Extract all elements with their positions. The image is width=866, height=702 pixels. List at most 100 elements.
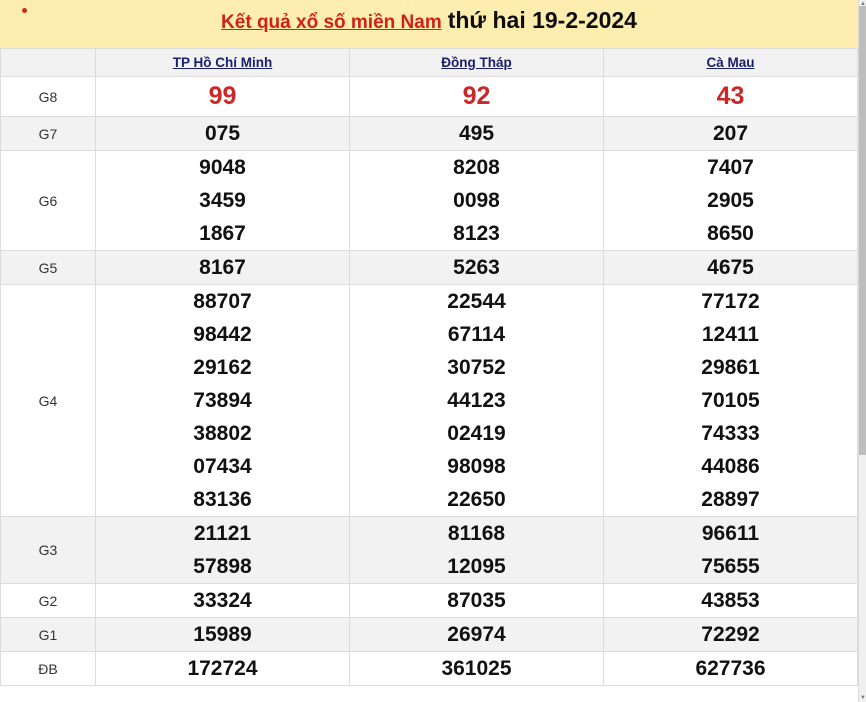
prize-number: 21121 [193, 522, 252, 545]
prize-label-cell: ĐB [0, 651, 96, 686]
lottery-results-table: TP Hồ Chí Minh Đồng Tháp Cà Mau G8 99 92 43… [0, 48, 858, 686]
prize-number: 8650 [707, 222, 754, 245]
prize-number: 9048 [199, 156, 246, 179]
prize-number: 92 [462, 82, 491, 110]
prize-number: 5263 [453, 256, 500, 279]
prize-number: 33324 [193, 589, 252, 612]
prize-number: 43853 [701, 589, 760, 612]
prize-number: 075 [204, 122, 241, 145]
prize-numbers-cell: 88707 98442 29162 73894 38802 07434 83136 [95, 284, 350, 517]
province-link-0[interactable]: TP Hồ Chí Minh [172, 54, 273, 70]
prize-numbers-cell: 87035 [349, 583, 604, 618]
prize-number: 3459 [199, 189, 246, 212]
province-link-1[interactable]: Đồng Tháp [441, 54, 512, 70]
prize-numbers-cell: 9048 3459 1867 [95, 150, 350, 251]
prize-number: 28897 [701, 488, 760, 511]
prize-number: 1867 [199, 222, 246, 245]
prize-number: 8167 [199, 256, 246, 279]
province-header-1: Đồng Tháp [349, 48, 604, 77]
prize-number: 81168 [447, 522, 506, 545]
prize-numbers-cell: 8208 0098 8123 [349, 150, 604, 251]
caret-up-icon[interactable]: ▲ [860, 1, 866, 7]
prize-numbers-cell: 92 [349, 76, 604, 117]
prize-numbers-cell: 43 [603, 76, 858, 117]
prize-number: 77172 [701, 290, 760, 313]
scrollbar-thumb[interactable] [859, 6, 866, 455]
prize-number: 02419 [447, 422, 506, 445]
prize-number: 98442 [193, 323, 252, 346]
table-header: TP Hồ Chí Minh Đồng Tháp Cà Mau [0, 48, 858, 77]
prize-numbers-cell: 075 [95, 116, 350, 151]
prize-numbers-cell: 72292 [603, 617, 858, 652]
prize-numbers-cell: 96611 75655 [603, 516, 858, 584]
vertical-scrollbar[interactable]: ▲ ▼ [858, 0, 866, 702]
prize-numbers-cell: 81168 12095 [349, 516, 604, 584]
prize-label-cell: G1 [0, 617, 96, 652]
prize-number: 29861 [701, 356, 760, 379]
table-row: G7 075 495 207 [0, 116, 858, 151]
prize-numbers-cell: 5263 [349, 250, 604, 285]
prize-number: 73894 [193, 389, 252, 412]
prize-numbers-cell: 627736 [603, 651, 858, 686]
prize-number: 38802 [193, 422, 252, 445]
table-row: G8 99 92 43 [0, 76, 858, 117]
province-link-2[interactable]: Cà Mau [706, 54, 755, 70]
prize-number: 44086 [701, 455, 760, 478]
prize-numbers-cell: 77172 12411 29861 70105 74333 44086 28897 [603, 284, 858, 517]
province-header-2: Cà Mau [603, 48, 858, 77]
table-body: G8 99 92 43 G7 075 495 207 G6 9048 3459 1867 8208 009… [0, 76, 858, 686]
prize-numbers-cell: 4675 [603, 250, 858, 285]
province-header-0: TP Hồ Chí Minh [95, 48, 350, 77]
prize-number: 12411 [701, 323, 760, 346]
prize-label-cell: G4 [0, 284, 96, 517]
prize-number: 361025 [441, 657, 512, 680]
prize-number: 0098 [453, 189, 500, 212]
prize-number: 627736 [695, 657, 766, 680]
header-row: TP Hồ Chí Minh Đồng Tháp Cà Mau [0, 48, 858, 77]
prize-number: 2905 [707, 189, 754, 212]
prize-number: 98098 [447, 455, 506, 478]
prize-number: 74333 [701, 422, 760, 445]
prize-number: 207 [712, 122, 749, 145]
prize-label-cell: G8 [0, 76, 96, 117]
prize-numbers-cell: 15989 [95, 617, 350, 652]
lottery-region-link[interactable]: Kết quả xổ số miền Nam [221, 12, 442, 33]
red-dot-icon [22, 8, 27, 13]
prize-label-cell: G7 [0, 116, 96, 151]
prize-label-cell: G3 [0, 516, 96, 584]
table-row: G3 21121 57898 81168 12095 96611 75655 [0, 516, 858, 584]
prize-numbers-cell: 43853 [603, 583, 858, 618]
prize-number: 57898 [193, 555, 252, 578]
prize-number: 4675 [707, 256, 754, 279]
prize-number: 67114 [447, 323, 506, 346]
prize-number: 12095 [447, 555, 506, 578]
prize-numbers-cell: 26974 [349, 617, 604, 652]
prize-number: 88707 [193, 290, 252, 313]
prize-number: 83136 [193, 488, 252, 511]
prize-number: 8123 [453, 222, 500, 245]
table-row: G6 9048 3459 1867 8208 0098 8123 7407 2905 8650 [0, 150, 858, 251]
prize-numbers-cell: 495 [349, 116, 604, 151]
prize-number: 43 [716, 82, 745, 110]
prize-number: 22544 [447, 290, 506, 313]
prize-numbers-cell: 22544 67114 30752 44123 02419 98098 22650 [349, 284, 604, 517]
prize-number: 99 [208, 82, 237, 110]
prize-number: 44123 [447, 389, 506, 412]
table-row: G1 15989 26974 72292 [0, 617, 858, 652]
prize-numbers-cell: 172724 [95, 651, 350, 686]
prize-numbers-cell: 207 [603, 116, 858, 151]
prize-numbers-cell: 8167 [95, 250, 350, 285]
prize-number: 7407 [707, 156, 754, 179]
prize-number: 87035 [447, 589, 506, 612]
prize-number: 495 [458, 122, 495, 145]
caret-down-icon[interactable]: ▼ [860, 695, 866, 701]
prize-numbers-cell: 7407 2905 8650 [603, 150, 858, 251]
prize-number: 172724 [187, 657, 258, 680]
prize-number: 70105 [701, 389, 760, 412]
prize-label-cell: G5 [0, 250, 96, 285]
prize-number: 30752 [447, 356, 506, 379]
page-banner: Kết quả xổ số miền Nam thứ hai 19-2-2024 [0, 0, 858, 48]
prize-number: 15989 [193, 623, 252, 646]
prize-label-cell: G2 [0, 583, 96, 618]
